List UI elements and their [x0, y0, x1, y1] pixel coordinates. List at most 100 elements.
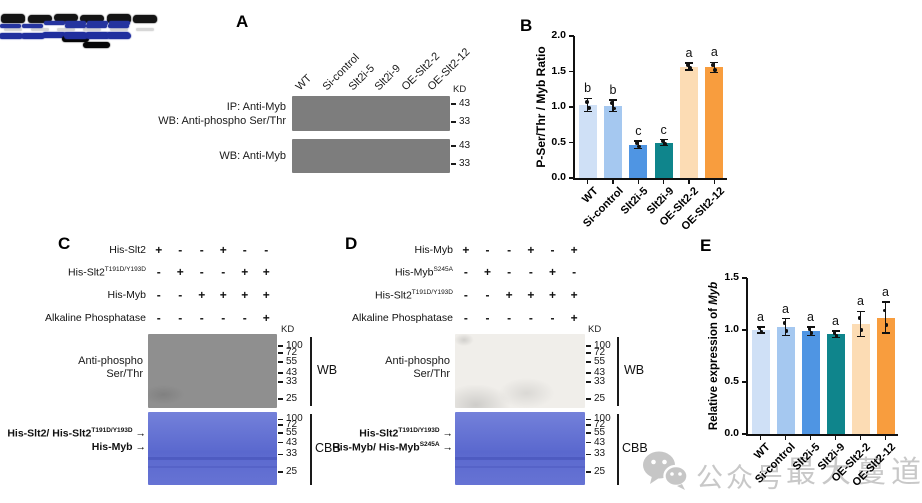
marker-tick — [451, 145, 456, 147]
treatment-sign: - — [178, 311, 183, 325]
protein-band — [132, 15, 157, 22]
treatment-sign: + — [219, 288, 227, 302]
treatment-sign: + — [198, 288, 206, 302]
panel-a-blot1-label: IP: Anti-Myb WB: Anti-phospho Ser/Thr — [158, 100, 286, 128]
marker-value: 72 — [594, 347, 606, 359]
protein-band — [21, 23, 43, 28]
error-bar-cap — [856, 310, 865, 312]
data-point — [807, 327, 812, 332]
protein-band — [63, 32, 88, 39]
treatment-sign: - — [463, 311, 468, 325]
gel-background-streak — [148, 466, 277, 469]
bar — [629, 144, 648, 178]
significance-letter: a — [685, 45, 693, 60]
significance-letter: a — [782, 301, 789, 316]
watermark-text: 公众号 — [696, 463, 786, 493]
data-point — [784, 329, 789, 333]
data-point — [637, 144, 642, 149]
x-tick — [662, 179, 665, 185]
data-point — [711, 63, 716, 67]
panel-c-wb-antibody-label: Anti-phospho Ser/Thr — [78, 355, 143, 381]
data-point — [882, 308, 887, 313]
marker-value: 72 — [594, 419, 606, 431]
significance-letter: b — [584, 81, 592, 96]
data-point — [809, 331, 814, 336]
marker-tick — [586, 372, 591, 374]
error-bar-cap — [609, 110, 617, 112]
treatment-sign: - — [242, 243, 247, 257]
y-tick — [568, 177, 574, 179]
marker-value: 100 — [286, 413, 303, 425]
protein-band — [0, 23, 22, 28]
protein-band — [83, 28, 102, 32]
y-tick-label: 1.0 — [551, 100, 566, 112]
bar — [604, 105, 622, 178]
significance-letter: a — [882, 284, 889, 299]
band-arrow-label: His-Slt2T191D/Y193D → — [359, 427, 453, 440]
marker-value: 43 — [286, 436, 298, 448]
error-bar-cap — [881, 301, 890, 303]
error-bar-line — [884, 301, 887, 334]
panel-c-cbb-bracket — [310, 414, 312, 485]
x-axis — [573, 178, 727, 180]
protein-band — [65, 20, 87, 25]
protein-band — [1, 13, 26, 21]
significance-letter: b — [609, 82, 617, 97]
error-bar-cap — [583, 110, 592, 112]
marker-tick — [451, 163, 456, 165]
treatment-label: His-Slt2T191D/Y193D — [68, 266, 146, 279]
protein-band — [56, 28, 75, 32]
y-tick — [568, 141, 574, 144]
y-tick-label: 2.0 — [551, 29, 566, 41]
y-tick — [741, 381, 747, 383]
y-tick — [741, 329, 747, 331]
y-tick — [741, 433, 747, 435]
panel-e-y-axis-label: Relative expression of Myb — [708, 282, 720, 430]
data-point — [612, 106, 616, 111]
gel-background-streak — [455, 457, 585, 460]
treatment-sign: - — [485, 243, 490, 257]
error-bar-cap — [634, 147, 643, 149]
y-tick — [568, 35, 574, 37]
data-point — [782, 321, 787, 326]
marker-value: 33 — [459, 157, 471, 169]
protein-band — [0, 32, 23, 39]
marker-tick — [451, 103, 456, 105]
treatment-label-sup: T191D/Y193D — [104, 266, 146, 273]
band-arrow-label-sup: T191D/Y193D — [91, 427, 133, 434]
data-point — [586, 106, 591, 110]
marker-value: 33 — [286, 376, 298, 388]
panel-d-wb-antibody-label: Anti-phospho Ser/Thr — [385, 355, 450, 381]
treatment-sign: - — [528, 265, 533, 279]
treatment-sign: - — [221, 265, 226, 279]
treatment-sign: - — [572, 265, 577, 279]
protein-band — [135, 28, 154, 32]
panel-b-letter: B — [520, 16, 533, 35]
panel-a-letter: A — [236, 12, 249, 31]
bar — [654, 142, 673, 178]
data-point — [584, 100, 589, 104]
marker-value: 55 — [594, 356, 606, 368]
ser-thr-label: Ser/Thr — [413, 368, 450, 380]
treatment-label: His-Slt2 — [109, 244, 146, 256]
treatment-sign: + — [462, 243, 470, 257]
data-point — [884, 323, 889, 328]
marker-value: 72 — [286, 419, 298, 431]
ip-antibody-label: IP: Anti-Myb — [226, 101, 286, 113]
band-arrow-label-sup: S245A — [419, 441, 440, 448]
treatment-sign: + — [548, 265, 556, 279]
error-bar-cap — [856, 335, 865, 337]
wb-antibody-label: WB: Anti-phospho Ser/Thr — [158, 115, 286, 127]
x-tick — [859, 435, 862, 441]
treatment-label: His-Myb — [414, 244, 454, 256]
marker-tick — [586, 418, 591, 421]
data-point — [660, 139, 665, 144]
y-tick — [568, 106, 574, 108]
treatment-sign: - — [550, 243, 555, 257]
treatment-sign: + — [570, 243, 578, 257]
bar — [776, 326, 795, 434]
error-bar-cap — [756, 332, 765, 334]
panel-d-cbb-tag: CBB — [622, 441, 648, 455]
